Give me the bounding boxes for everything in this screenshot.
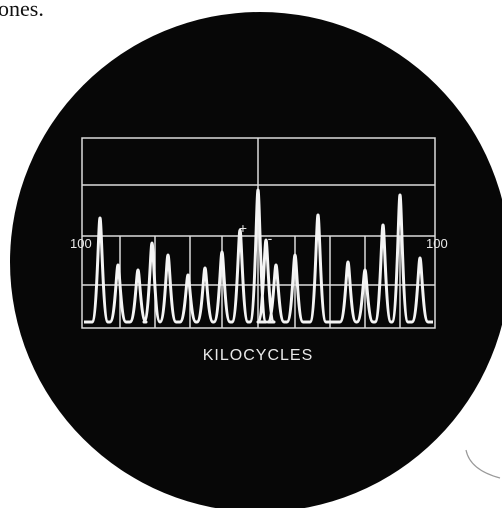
left-scale-label: 100 xyxy=(70,236,92,251)
plus-sign: + xyxy=(239,220,247,236)
minus-sign: - xyxy=(268,230,273,246)
spectrum-trace xyxy=(84,188,433,324)
caption-text: ones. xyxy=(0,0,44,21)
scan-mark xyxy=(465,449,501,479)
axis-label: KILOCYCLES xyxy=(203,347,313,364)
right-scale-label: 100 xyxy=(426,236,448,251)
